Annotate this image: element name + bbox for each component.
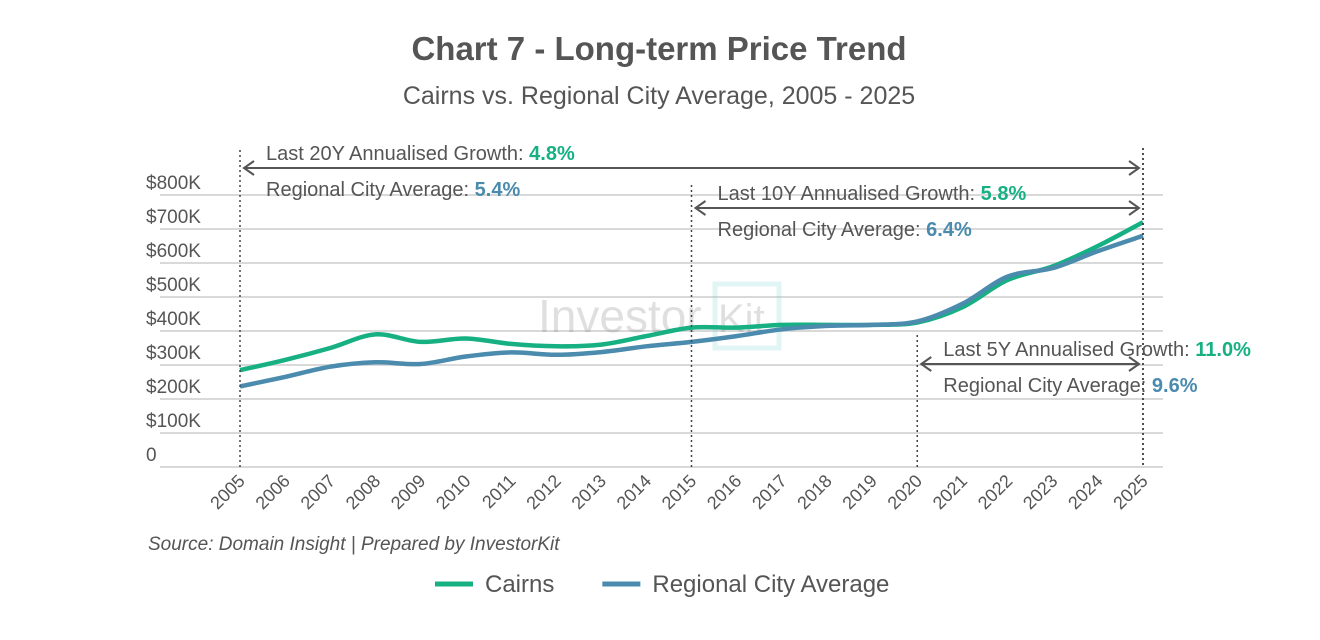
x-tick-label: 2012	[522, 471, 564, 513]
growth-label: Last 10Y Annualised Growth: 5.8%	[718, 183, 1027, 205]
legend: Cairns Regional City Average	[435, 571, 889, 598]
x-tick-label: 2024	[1064, 471, 1106, 513]
x-tick-label: 2015	[658, 471, 700, 513]
y-tick-label: $100K	[146, 411, 201, 432]
watermark-logo: Investor Kit	[538, 281, 782, 351]
x-tick-label: 2021	[929, 471, 971, 513]
arrow-head-icon	[919, 356, 1141, 372]
x-tick-label: 2023	[1019, 471, 1061, 513]
chart-subtitle: Cairns vs. Regional City Average, 2005 -…	[403, 82, 915, 110]
arrow-head-icon	[242, 160, 1141, 176]
x-tick-label: 2006	[252, 471, 294, 513]
growth-annotation: Last 20Y Annualised Growth: 4.8% Regional…	[239, 143, 1144, 467]
x-tick-label: 2008	[342, 471, 384, 513]
average-label: Regional City Average: 6.4%	[718, 219, 972, 241]
x-tick-label: 2009	[387, 471, 429, 513]
y-tick-label: $600K	[146, 241, 201, 262]
x-tick-label: 2022	[974, 471, 1016, 513]
average-label: Regional City Average: 9.6%	[943, 375, 1197, 397]
arrow-head-icon	[693, 200, 1141, 216]
x-tick-label: 2011	[478, 471, 520, 513]
x-tick-label: 2016	[703, 471, 745, 513]
chart-title: Chart 7 - Long-term Price Trend	[411, 30, 906, 67]
x-tick-label: 2005	[206, 471, 248, 513]
y-tick-label: $700K	[146, 207, 201, 228]
x-tick-label: 2010	[432, 471, 474, 513]
x-tick-label: 2014	[613, 471, 655, 513]
y-tick-label: $200K	[146, 377, 201, 398]
legend-label: Regional City Average	[652, 571, 889, 598]
growth-annotation: Last 5Y Annualised Growth: 11.0% Regional…	[916, 148, 1251, 467]
x-tick-label: 2020	[884, 471, 926, 513]
x-tick-label: 2013	[568, 471, 610, 513]
y-tick-label: $400K	[146, 309, 201, 330]
x-tick-label: 2017	[748, 471, 790, 513]
y-tick-label: $300K	[146, 343, 201, 364]
average-label: Regional City Average: 5.4%	[266, 179, 520, 201]
svg-text:Investor: Investor	[538, 290, 702, 342]
y-tick-label: 0	[146, 445, 157, 466]
y-tick-label: $500K	[146, 275, 201, 296]
x-tick-label: 2018	[793, 471, 835, 513]
legend-label: Cairns	[485, 571, 554, 598]
x-tick-label: 2025	[1109, 471, 1151, 513]
series-line-cairns	[239, 220, 1145, 373]
growth-label: Last 5Y Annualised Growth: 11.0%	[943, 339, 1251, 361]
x-tick-label: 2019	[838, 471, 880, 513]
y-tick-label: $800K	[146, 173, 201, 194]
growth-label: Last 20Y Annualised Growth: 4.8%	[266, 143, 575, 165]
x-tick-label: 2007	[297, 471, 339, 513]
source-note: Source: Domain Insight | Prepared by Inv…	[148, 534, 560, 555]
